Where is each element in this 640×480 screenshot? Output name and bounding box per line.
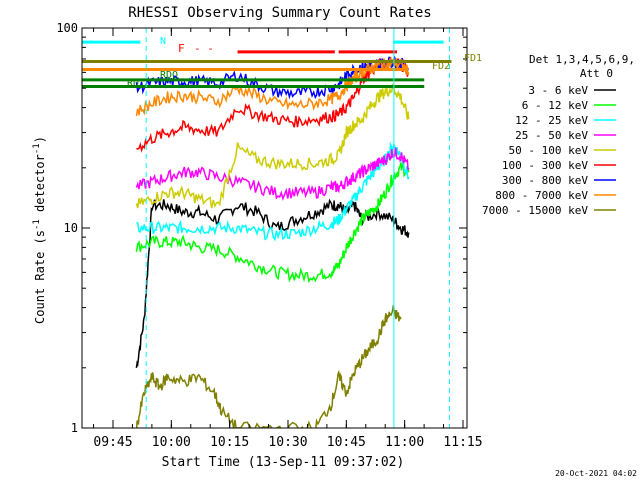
flag-label-flare-dashes: - - — [194, 42, 214, 55]
series-line-3-6-kev — [135, 198, 410, 369]
x-tick-label: 10:45 — [327, 435, 366, 450]
flag-label-rdo: RDO — [160, 70, 178, 81]
x-tick-label: 10:00 — [152, 435, 191, 450]
series-line-7000-15000-kev — [135, 304, 402, 428]
series-line-50-100-kev — [135, 83, 410, 209]
legend-label-100-300-kev: 100 - 300 keV — [502, 159, 588, 172]
y-axis-label: Count Rate (s-1 detector-1) — [32, 136, 47, 324]
flag-label-rd: RD — [127, 78, 139, 89]
legend-header-line2: Att 0 — [580, 67, 613, 80]
x-tick-label: 10:15 — [210, 435, 249, 450]
series-line-6-12-kev — [135, 162, 410, 284]
x-axis: 09:45 10:00 10:15 10:30 10:45 11:00 11:15 — [93, 28, 483, 450]
legend-header-line1: Det 1,3,4,5,6,9, — [529, 53, 635, 66]
legend-label-25-50-kev: 25 - 50 keV — [515, 129, 588, 142]
chart-title: RHESSI Observing Summary Count Rates — [128, 5, 431, 21]
flag-label-fd2: FD2 — [432, 61, 450, 72]
legend-label-12-25-kev: 12 - 25 keV — [515, 114, 588, 127]
x-tick-label: 09:45 — [93, 435, 132, 450]
legend-label-3-6-kev: 3 - 6 keV — [528, 84, 588, 97]
flag-label-flare: F — [178, 42, 185, 55]
y-tick-label: 100 — [56, 21, 78, 35]
legend-label-50-100-kev: 50 - 100 keV — [509, 144, 589, 157]
flag-layer — [82, 28, 452, 428]
legend-label-7000-15000-kev: 7000 - 15000 keV — [482, 204, 588, 217]
series-line-12-25-kev — [135, 141, 410, 242]
series-line-25-50-kev — [135, 147, 410, 201]
flag-label-fd1: FD1 — [464, 53, 482, 64]
x-axis-label: Start Time (13-Sep-11 09:37:02) — [162, 455, 405, 470]
x-tick-label: 11:00 — [385, 435, 424, 450]
x-tick-label: 11:15 — [443, 435, 482, 450]
legend-label-6-12-kev: 6 - 12 keV — [522, 99, 589, 112]
y-axis: 1 10 100 — [56, 21, 467, 435]
timestamp: 20-Oct-2021 04:02 — [555, 469, 637, 478]
x-tick-label: 10:30 — [268, 435, 307, 450]
y-tick-label: 1 — [71, 421, 78, 435]
flag-label-night: N — [160, 36, 166, 47]
legend-label-300-800-kev: 300 - 800 keV — [502, 174, 588, 187]
legend: 3 - 6 keV 6 - 12 keV 12 - 25 keV 25 - 50 ke… — [482, 84, 616, 217]
series-layer — [135, 56, 410, 428]
legend-label-800-7000-kev: 800 - 7000 keV — [495, 189, 588, 202]
y-tick-label: 10 — [64, 221, 78, 235]
series-line-800-7000-kev — [135, 56, 410, 117]
